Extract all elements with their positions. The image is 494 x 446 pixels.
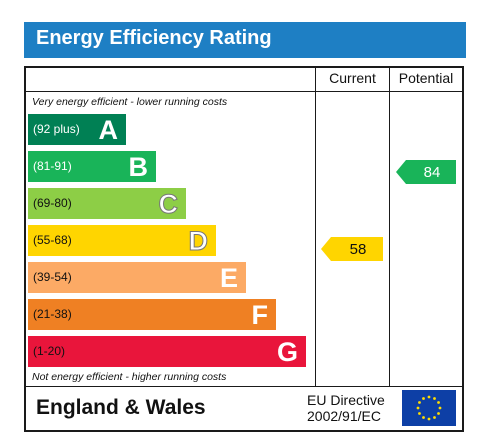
potential-column-divider: [389, 66, 390, 386]
band-f: (21-38) F: [28, 299, 276, 330]
band-range: (69-80): [33, 196, 72, 210]
band-d: (55-68) D: [28, 225, 216, 257]
rating-table: [24, 66, 464, 432]
eu-directive: EU Directive 2002/91/EC: [307, 392, 385, 424]
band-a: (92 plus) A: [28, 114, 126, 145]
band-range: (81-91): [33, 159, 72, 173]
band-letter: G: [276, 337, 298, 367]
header-divider: [24, 91, 464, 92]
star-icon: [422, 397, 425, 400]
star-icon: [416, 406, 420, 410]
band-letter: B: [128, 152, 149, 182]
region-label: England & Wales: [36, 396, 206, 419]
band-e: (39-54) E: [28, 262, 246, 293]
current-rating-arrow: 58: [321, 237, 383, 261]
current-column-divider: [315, 66, 316, 386]
star-icon: [437, 401, 440, 404]
star-icon: [437, 412, 440, 415]
current-column-header: Current: [329, 70, 376, 86]
star-icon: [427, 395, 431, 399]
potential-rating-arrow: 84: [396, 160, 456, 184]
band-letter: F: [251, 300, 269, 330]
band-b: (81-91) B: [28, 151, 156, 182]
band-letter: E: [219, 263, 238, 293]
potential-rating-value: 84: [423, 164, 441, 181]
star-icon: [433, 416, 436, 419]
band-range: (55-68): [33, 233, 72, 247]
star-icon: [427, 417, 431, 421]
footer-divider: [24, 386, 464, 387]
chart-title: Energy Efficiency Rating: [36, 27, 272, 49]
current-rating-value: 58: [349, 241, 367, 258]
band-range: (39-54): [33, 270, 72, 284]
band-g: (1-20) G: [28, 336, 306, 367]
band-letter: C: [158, 189, 178, 220]
potential-column-header: Potential: [398, 70, 454, 86]
band-letter: D: [188, 226, 208, 257]
star-icon: [418, 412, 421, 415]
directive-line-2: 2002/91/EC: [307, 408, 381, 424]
directive-line-1: EU Directive: [307, 392, 385, 408]
band-c: (69-80) C: [28, 188, 186, 220]
star-icon: [422, 416, 425, 419]
title-bar: Energy Efficiency Rating: [24, 22, 466, 58]
star-icon: [418, 401, 421, 404]
band-range: (92 plus): [33, 122, 80, 136]
star-icon: [433, 397, 436, 400]
band-letter: A: [98, 115, 119, 145]
top-note: Very energy efficient - lower running co…: [32, 96, 228, 108]
band-range: (21-38): [33, 307, 72, 321]
eu-flag-icon: [402, 390, 456, 426]
bottom-note: Not energy efficient - higher running co…: [32, 371, 227, 383]
band-range: (1-20): [33, 344, 66, 358]
star-icon: [438, 406, 442, 410]
